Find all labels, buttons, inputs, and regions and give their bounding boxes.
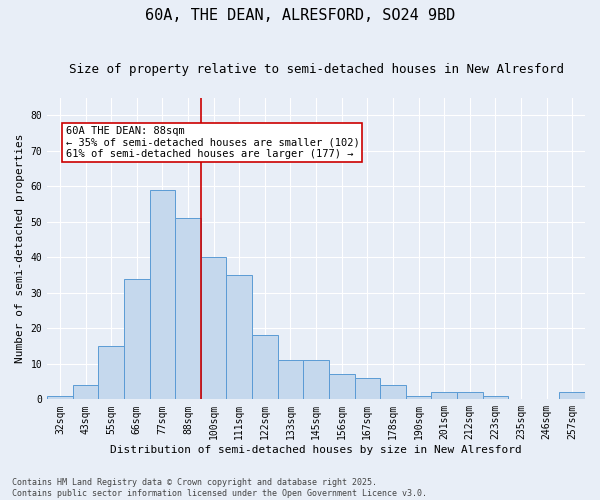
Bar xyxy=(124,278,149,400)
Text: 60A, THE DEAN, ALRESFORD, SO24 9BD: 60A, THE DEAN, ALRESFORD, SO24 9BD xyxy=(145,8,455,22)
Bar xyxy=(406,396,431,400)
Bar xyxy=(201,258,226,400)
X-axis label: Distribution of semi-detached houses by size in New Alresford: Distribution of semi-detached houses by … xyxy=(110,445,522,455)
Bar xyxy=(559,392,585,400)
Bar xyxy=(149,190,175,400)
Bar xyxy=(303,360,329,400)
Bar xyxy=(380,385,406,400)
Bar xyxy=(252,336,278,400)
Bar xyxy=(98,346,124,400)
Bar xyxy=(226,275,252,400)
Bar xyxy=(457,392,482,400)
Bar xyxy=(355,378,380,400)
Title: Size of property relative to semi-detached houses in New Alresford: Size of property relative to semi-detach… xyxy=(68,62,563,76)
Bar xyxy=(175,218,201,400)
Y-axis label: Number of semi-detached properties: Number of semi-detached properties xyxy=(15,134,25,363)
Bar xyxy=(47,396,73,400)
Bar xyxy=(482,396,508,400)
Text: 60A THE DEAN: 88sqm
← 35% of semi-detached houses are smaller (102)
61% of semi-: 60A THE DEAN: 88sqm ← 35% of semi-detach… xyxy=(65,126,359,159)
Bar xyxy=(278,360,303,400)
Bar xyxy=(73,385,98,400)
Text: Contains HM Land Registry data © Crown copyright and database right 2025.
Contai: Contains HM Land Registry data © Crown c… xyxy=(12,478,427,498)
Bar xyxy=(431,392,457,400)
Bar xyxy=(329,374,355,400)
